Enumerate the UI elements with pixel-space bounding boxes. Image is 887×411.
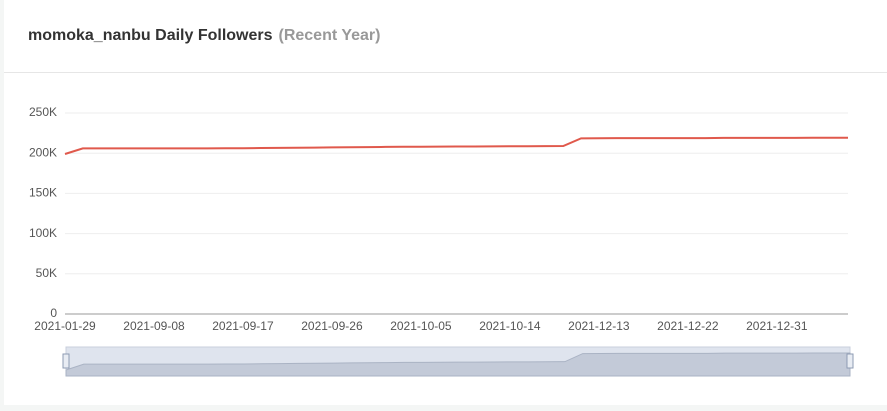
x-tick-label: 2021-09-08 bbox=[123, 319, 185, 333]
slider-handle bbox=[62, 353, 70, 369]
x-tick-label: 2021-10-05 bbox=[390, 319, 452, 333]
card: momoka_nanbu Daily Followers (Recent Year… bbox=[4, 0, 887, 405]
title-text: momoka_nanbu Daily Followers bbox=[28, 27, 273, 44]
x-tick-label: 2021-01-29 bbox=[34, 319, 96, 333]
x-tick-label: 2021-12-13 bbox=[568, 319, 630, 333]
y-tick-label: 50K bbox=[36, 266, 57, 280]
header: momoka_nanbu Daily Followers (Recent Year… bbox=[4, 0, 887, 73]
x-tick-label: 2021-09-17 bbox=[212, 319, 274, 333]
slider-area bbox=[65, 352, 851, 377]
y-tick-label: 200K bbox=[29, 145, 57, 159]
slider-handle bbox=[846, 353, 854, 369]
x-tick-label: 2021-12-31 bbox=[746, 319, 808, 333]
chart: 0 50K 100K 150K 200K 250K 2021-01-29 2021-09-08… bbox=[29, 105, 854, 377]
chart-title: momoka_nanbu Daily Followers (Recent Year… bbox=[28, 27, 380, 45]
y-tick-label: 0 bbox=[50, 306, 57, 320]
chart-subtitle: (Recent Year) bbox=[278, 27, 381, 44]
y-tick-label: 100K bbox=[29, 226, 57, 240]
y-tick-label: 250K bbox=[29, 105, 57, 119]
x-tick-label: 2021-10-14 bbox=[479, 319, 541, 333]
x-tick-label: 2021-09-26 bbox=[301, 319, 363, 333]
line bbox=[64, 136, 848, 155]
x-tick-label: 2021-12-22 bbox=[657, 319, 719, 333]
y-tick-label: 150K bbox=[29, 186, 57, 200]
